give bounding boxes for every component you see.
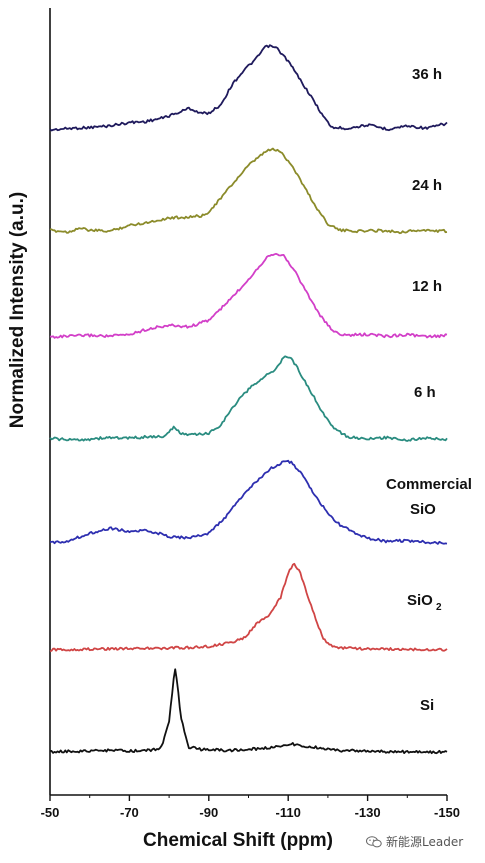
x-tick-label: -50 <box>41 805 60 820</box>
series-label: 12 h <box>412 278 442 295</box>
series-label: SiO <box>410 501 436 518</box>
watermark: 新能源Leader <box>366 833 463 850</box>
series-label: 24 h <box>412 177 442 194</box>
x-tick-label: -70 <box>120 805 139 820</box>
x-ticks: -50 -70 -90 -110 -130 -150 <box>41 795 460 820</box>
series-label: 6 h <box>414 384 436 401</box>
x-tick-label: -150 <box>434 805 460 820</box>
x-tick-label: -90 <box>199 805 218 820</box>
series-label: SiO <box>407 592 433 609</box>
series-line <box>49 668 448 755</box>
series-line <box>49 562 448 653</box>
series-label: Commercial <box>386 476 472 493</box>
series-line <box>49 355 448 442</box>
x-tick-label: -110 <box>276 805 301 820</box>
series-line <box>49 147 448 235</box>
x-tick-label: -130 <box>355 805 381 820</box>
series-label: Si <box>420 697 434 714</box>
series-label-subscript: 2 <box>436 602 442 613</box>
series-line <box>49 252 448 339</box>
wechat-icon <box>366 836 382 848</box>
series-line <box>49 44 448 132</box>
series-line <box>49 459 448 545</box>
series-layer <box>49 44 448 755</box>
series-label: 36 h <box>412 66 442 83</box>
x-axis-title: Chemical Shift (ppm) <box>143 830 334 851</box>
y-axis-title: Normalized Intensity (a.u.) <box>7 191 28 429</box>
watermark-text: 新能源Leader <box>386 835 464 849</box>
